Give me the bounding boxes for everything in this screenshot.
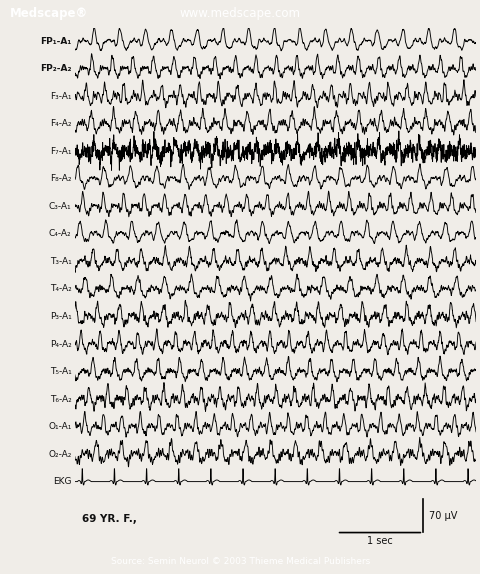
Text: Source: Semin Neurol © 2003 Thieme Medical Publishers: Source: Semin Neurol © 2003 Thieme Medic… [111, 557, 369, 567]
Text: FP₁-A₁: FP₁-A₁ [40, 37, 72, 46]
Text: T₆-A₂: T₆-A₂ [50, 394, 72, 404]
Text: F₇-A₁: F₇-A₁ [50, 147, 72, 156]
Text: EKG: EKG [53, 477, 72, 486]
Text: 1 sec: 1 sec [366, 536, 392, 546]
Text: P₃-A₁: P₃-A₁ [50, 312, 72, 321]
Text: T₅-A₁: T₅-A₁ [50, 367, 72, 376]
Text: C₄-A₂: C₄-A₂ [49, 230, 72, 238]
Text: C₃-A₁: C₃-A₁ [49, 202, 72, 211]
Text: F₃-A₁: F₃-A₁ [50, 92, 72, 101]
Text: O₁-A₁: O₁-A₁ [48, 422, 72, 431]
Text: Medscape®: Medscape® [10, 7, 88, 20]
Text: www.medscape.com: www.medscape.com [180, 7, 300, 20]
Text: T₃-A₁: T₃-A₁ [50, 257, 72, 266]
Text: O₂-A₂: O₂-A₂ [48, 449, 72, 459]
Text: 69 YR. F.,: 69 YR. F., [82, 514, 136, 523]
Text: 70 μV: 70 μV [428, 510, 456, 521]
Text: P₄-A₂: P₄-A₂ [50, 339, 72, 348]
Text: F₈-A₂: F₈-A₂ [50, 174, 72, 184]
Text: T₄-A₂: T₄-A₂ [50, 285, 72, 293]
Text: FP₂-A₂: FP₂-A₂ [40, 64, 72, 73]
Text: F₄-A₂: F₄-A₂ [50, 119, 72, 129]
